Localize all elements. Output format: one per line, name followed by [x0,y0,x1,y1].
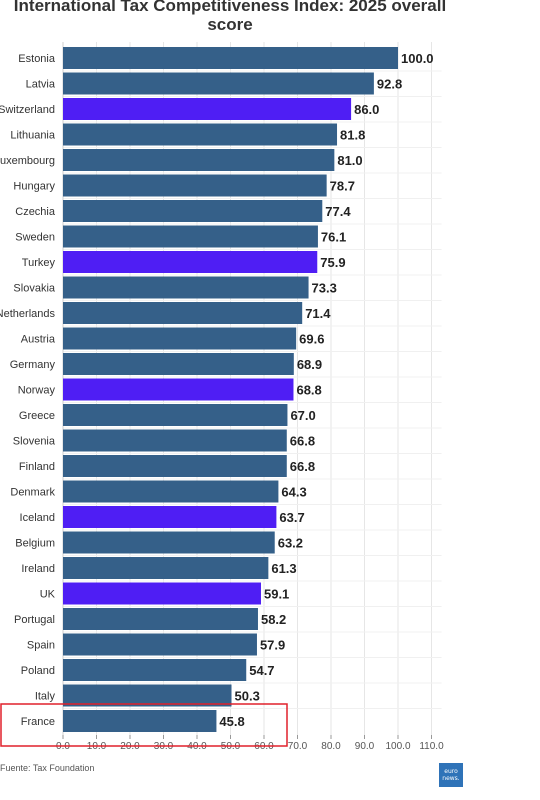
bar-iceland [63,506,277,528]
value-label: 78.7 [330,179,355,194]
bar-germany [63,353,294,375]
chart-title-line-1: International Tax Competitiveness Index:… [13,0,447,15]
x-tick-label: 100.0 [385,741,410,752]
category-label: Iceland [20,512,55,524]
bar-slovenia [63,429,287,452]
category-label: Spain [27,640,55,652]
value-label: 63.7 [279,510,304,525]
category-label: Switzerland [0,104,55,116]
chart-title-line-2: score [207,15,253,34]
value-label: 54.7 [249,663,274,678]
value-label: 61.3 [271,561,296,576]
bar-france [63,710,217,732]
value-label: 58.2 [261,612,286,627]
category-label: UK [40,589,56,601]
value-label: 76.1 [321,230,346,245]
bar-spain [63,633,257,656]
bar-ireland [63,557,269,579]
bar-norway [63,378,294,401]
value-label: 66.8 [290,434,315,449]
category-label: Slovenia [13,436,56,448]
value-label: 59.1 [264,587,289,602]
category-label: Slovakia [13,283,55,295]
bar-lithuania [63,123,338,146]
value-label: 63.2 [278,536,303,551]
value-label: 64.3 [281,485,306,500]
category-label: Turkey [22,257,56,269]
category-label: Luxembourg [0,155,55,167]
bars-layer [63,47,398,732]
value-label: 57.9 [260,638,285,653]
bar-switzerland [63,98,352,120]
bar-sweden [63,225,318,248]
value-label: 66.8 [290,459,315,474]
logo-line-2: news. [442,775,460,782]
bar-portugal [63,608,258,630]
value-label: 68.9 [297,357,322,372]
value-label: 92.8 [377,77,402,92]
category-label: Sweden [15,232,55,244]
bar-turkey [63,251,318,273]
value-label: 71.4 [305,306,331,321]
category-label: Ireland [21,563,55,575]
x-tick-label: 70.0 [288,741,308,752]
category-label: France [21,716,55,728]
value-label: 69.6 [299,332,324,347]
bar-finland [63,455,287,477]
category-label: Greece [19,410,55,422]
category-label: Hungary [13,181,55,193]
x-axis: 0.0 10.0 20.0 30.0 40.0 50.0 60.0 70.0 80.0 90.0 1… [56,735,444,752]
category-label: Czechia [15,206,56,218]
category-label: Finland [19,461,55,473]
category-label: Austria [21,334,56,346]
bar-belgium [63,531,275,554]
x-tick-label: 110.0 [419,741,444,752]
value-label: 81.0 [337,153,362,168]
category-label: Italy [35,691,56,703]
category-label: Portugal [14,614,55,626]
value-label: 73.3 [312,281,337,296]
value-label: 45.8 [219,714,244,729]
category-label: Denmark [10,487,55,499]
value-label: 77.4 [325,204,351,219]
value-label: 81.8 [340,128,365,143]
x-tick-label: 90.0 [355,741,375,752]
value-label: 68.8 [296,383,321,398]
bar-czechia [63,200,323,222]
bar-poland [63,659,247,681]
bar-uk [63,582,261,605]
value-label: 100.0 [401,51,434,66]
logo-line-1: euro [444,768,458,775]
source-note: Fuente: Tax Foundation [0,763,95,773]
bar-estonia [63,47,398,69]
bar-latvia [63,72,374,95]
category-label: Latvia [26,79,56,91]
value-label: 75.9 [320,255,345,270]
category-label: Belgium [15,538,55,550]
value-label: 50.3 [235,689,260,704]
bar-slovakia [63,276,309,299]
labels-layer: Estonia 100.0 Latvia 92.8 Switzerland 86.0 Lit… [0,51,434,729]
category-label: Estonia [18,53,56,65]
chart-title: International Tax Competitiveness Index:… [0,0,460,34]
category-label: Germany [10,359,56,371]
category-label: Netherlands [0,308,55,320]
bar-netherlands [63,302,303,324]
bar-austria [63,327,297,350]
value-label: 86.0 [354,102,379,117]
bar-luxembourg [63,149,335,171]
bar-greece [63,404,288,426]
euronews-logo: euro news. [439,763,463,787]
france-highlight-box [0,703,288,747]
category-label: Poland [21,665,55,677]
x-tick-label: 80.0 [321,741,341,752]
bar-denmark [63,480,279,503]
category-label: Lithuania [10,130,56,142]
bar-hungary [63,174,327,197]
value-label: 67.0 [290,408,315,423]
category-label: Norway [18,385,56,397]
bar-italy [63,684,232,707]
